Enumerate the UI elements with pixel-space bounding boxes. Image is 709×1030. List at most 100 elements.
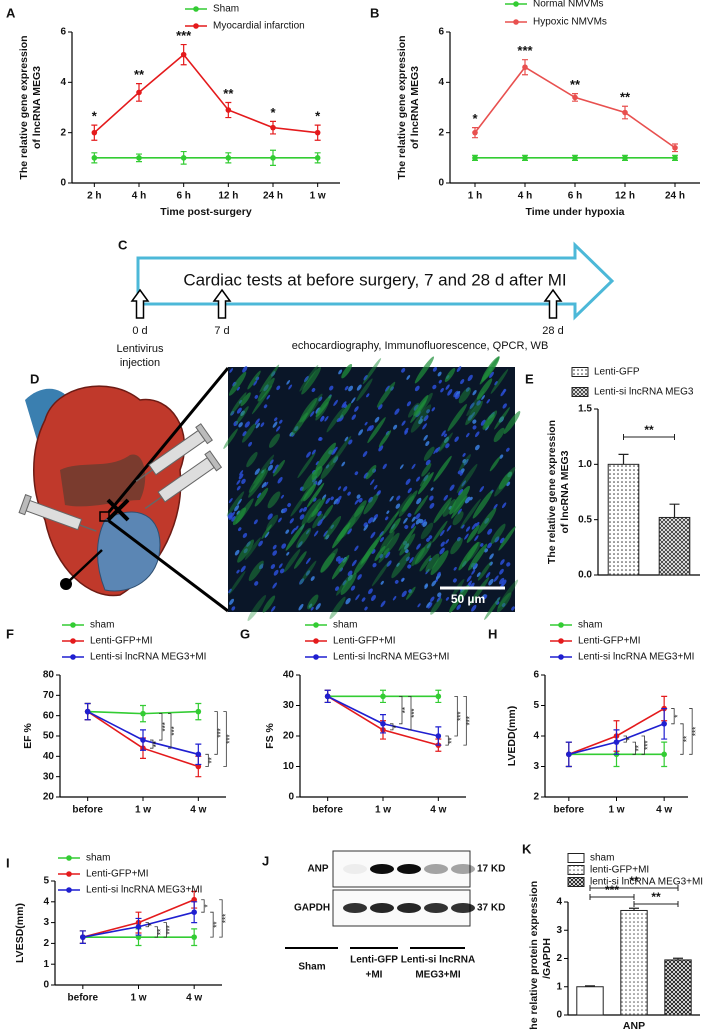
fiber <box>494 407 510 430</box>
nucleus <box>267 464 273 471</box>
nucleus <box>466 575 472 582</box>
nucleus <box>236 386 240 391</box>
scale-label: 50 µm <box>451 592 485 606</box>
panel-letter: G <box>240 626 250 641</box>
nucleus <box>357 574 362 580</box>
significance: *** <box>410 708 419 717</box>
blot-group: MEG3+MI <box>415 970 461 981</box>
fiber <box>379 531 395 552</box>
nucleus <box>501 602 506 607</box>
nucleus <box>435 446 441 453</box>
significance-bracket <box>163 922 167 938</box>
fiber <box>336 574 352 596</box>
nucleus <box>466 432 470 438</box>
legend-marker <box>513 1 519 7</box>
nucleus <box>472 425 477 430</box>
nucleus <box>452 578 457 583</box>
nucleus <box>457 470 462 475</box>
nucleus <box>385 551 391 559</box>
nucleus <box>488 578 494 586</box>
nucleus <box>437 371 442 377</box>
significance-bracket <box>159 713 163 741</box>
nucleus <box>475 444 480 451</box>
significance: *** <box>216 728 225 737</box>
syringe <box>144 450 223 510</box>
nucleus <box>421 519 427 526</box>
point <box>270 124 276 131</box>
y-tick-label: 4 <box>438 77 444 88</box>
fiber <box>320 455 339 480</box>
x-tick-label: 4 w <box>186 993 202 1004</box>
y-tick-label: 3 <box>43 917 49 928</box>
nucleus <box>378 404 383 410</box>
nucleus <box>394 408 400 415</box>
point <box>91 129 98 136</box>
y-tick-label: 0 <box>438 178 444 189</box>
significance: ** <box>651 890 661 904</box>
nucleus <box>474 431 480 438</box>
nucleus <box>417 603 421 608</box>
syringe <box>135 423 213 482</box>
nucleus <box>481 395 485 401</box>
fiber <box>489 456 501 472</box>
nucleus <box>347 570 353 577</box>
y-axis-label: /GAPDH <box>541 938 553 979</box>
nucleus <box>279 568 285 574</box>
nucleus <box>426 601 431 608</box>
fiber <box>285 523 305 551</box>
nucleus <box>436 571 441 577</box>
fiber <box>267 491 281 509</box>
nucleus <box>422 423 427 430</box>
x-tick-label: 4 w <box>190 805 206 816</box>
nucleus <box>238 527 242 532</box>
significance-bracket <box>633 901 679 907</box>
fiber <box>496 592 512 613</box>
nucleus <box>351 559 357 567</box>
nucleus <box>271 606 276 612</box>
significance: * <box>392 725 401 728</box>
significance: * <box>472 111 478 126</box>
fiber <box>324 515 342 540</box>
nucleus <box>354 499 359 505</box>
significance: ** <box>157 929 166 935</box>
nucleus <box>269 459 274 465</box>
point <box>672 144 678 151</box>
significance-bracket <box>589 894 635 900</box>
fiber <box>322 504 334 520</box>
nucleus <box>471 569 476 575</box>
legend-label: Lenti-si lncRNA MEG3 <box>594 387 694 398</box>
nucleus <box>453 566 457 571</box>
significance-bracket <box>210 911 214 938</box>
fiber <box>449 485 470 515</box>
legend-label: Myocardial infarction <box>213 21 305 32</box>
nucleus <box>240 565 246 573</box>
legend-label: sham <box>86 853 110 864</box>
y-tick-label: 1 <box>43 959 49 970</box>
nucleus <box>299 508 303 513</box>
fiber <box>476 378 493 400</box>
y-tick-label: 0.5 <box>578 514 592 525</box>
x-tick-label: 1 w <box>130 993 146 1004</box>
nucleus <box>370 594 376 601</box>
nucleus <box>242 431 247 437</box>
nucleus <box>248 441 253 447</box>
nucleus <box>257 492 262 499</box>
nucleus <box>423 434 428 441</box>
panel-letter: I <box>6 855 10 870</box>
nucleus <box>500 559 505 565</box>
y-axis-label: LVEDD(mm) <box>506 706 518 766</box>
significance: ** <box>570 77 581 92</box>
nucleus <box>462 458 467 464</box>
nucleus <box>429 502 435 509</box>
fiber <box>259 364 280 393</box>
point <box>191 909 197 915</box>
nucleus <box>372 562 377 568</box>
nucleus <box>234 505 240 512</box>
nucleus <box>374 416 380 423</box>
legend-swatch <box>567 853 585 863</box>
fiber <box>262 595 276 613</box>
significance: * <box>148 923 157 926</box>
fiber <box>383 532 400 556</box>
significance-bracket <box>219 899 223 938</box>
point <box>195 751 202 758</box>
